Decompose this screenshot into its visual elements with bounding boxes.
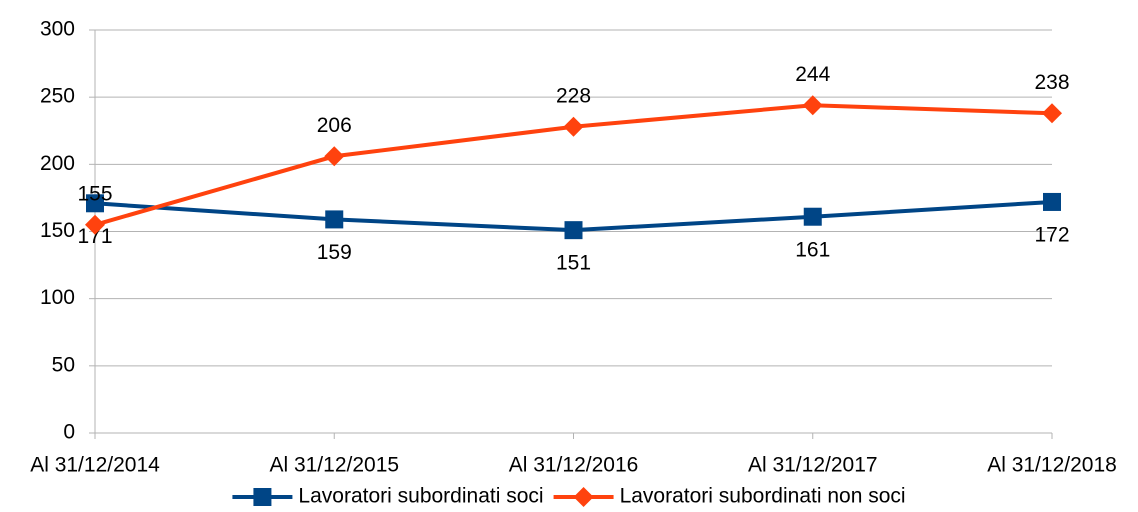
y-tick-label: 150 (40, 219, 75, 242)
marker (85, 214, 105, 235)
marker (1042, 103, 1062, 124)
data-label: 172 (1034, 223, 1069, 246)
data-label: 161 (795, 238, 830, 261)
legend-label: Lavoratori subordinati non soci (620, 485, 906, 508)
data-label: 244 (795, 63, 830, 86)
legend: Lavoratori subordinati soci Lavoratori su… (232, 485, 906, 508)
marker (324, 146, 345, 167)
data-label: 228 (556, 84, 591, 107)
data-label: 151 (556, 252, 591, 275)
marker (573, 487, 594, 507)
data-label: 159 (317, 241, 352, 264)
marker (86, 194, 104, 213)
x-tick-label: Al 31/12/2015 (269, 454, 399, 477)
x-tick-label: Al 31/12/2017 (748, 454, 878, 477)
y-tick-label: 300 (40, 18, 75, 41)
marker (325, 210, 344, 229)
marker (563, 116, 584, 137)
y-tick-label: 0 (63, 421, 75, 444)
y-tick-label: 100 (40, 286, 75, 309)
data-label: 171 (77, 225, 112, 248)
legend-label: Lavoratori subordinati soci (298, 485, 543, 508)
x-tick-label: Al 31/12/2014 (30, 454, 160, 477)
y-tick-label: 250 (40, 85, 75, 108)
data-label: 155 (77, 182, 112, 205)
marker (802, 95, 823, 116)
y-tick-label: 200 (40, 152, 75, 175)
marker (564, 221, 583, 240)
data-label: 206 (317, 114, 352, 137)
marker (803, 207, 822, 226)
y-tick-label: 50 (52, 353, 75, 376)
marker (253, 488, 272, 506)
data-label: 238 (1034, 71, 1069, 94)
x-tick-label: Al 31/12/2018 (987, 454, 1117, 477)
marker (1043, 192, 1061, 211)
x-tick-label: Al 31/12/2016 (509, 454, 639, 477)
